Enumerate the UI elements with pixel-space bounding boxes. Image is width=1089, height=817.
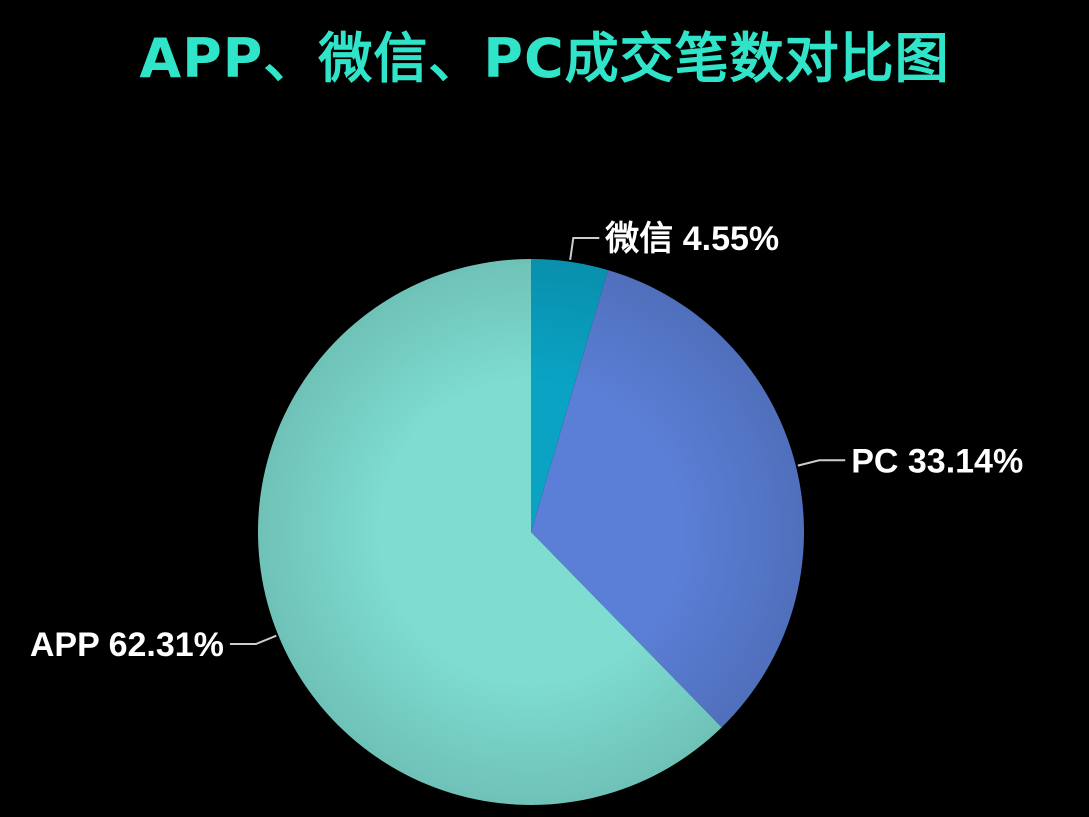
leader-line	[797, 459, 846, 467]
pie-slice-pc	[531, 270, 804, 728]
chart-title: APP、微信、PC成交笔数对比图	[139, 27, 950, 90]
leader-line	[229, 634, 277, 646]
pie-slice-wechat	[531, 259, 608, 532]
slice-label: 微信 4.55%	[604, 220, 779, 258]
leader-line	[569, 237, 600, 260]
pie-slice-app	[257, 259, 722, 805]
slice-label: APP 62.31%	[30, 626, 224, 664]
slice-label: PC 33.14%	[851, 442, 1023, 480]
